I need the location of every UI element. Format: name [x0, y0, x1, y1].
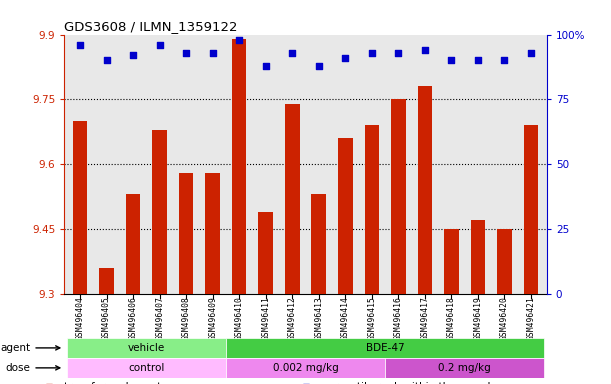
- Point: [181, 50, 191, 56]
- Point: [420, 47, 430, 53]
- Text: GSM496411: GSM496411: [262, 296, 270, 340]
- Text: GSM496416: GSM496416: [394, 296, 403, 340]
- Bar: [524, 125, 538, 294]
- Point: [234, 37, 244, 43]
- Bar: [232, 39, 246, 294]
- Text: GSM496408: GSM496408: [181, 296, 191, 340]
- Bar: [67, 338, 226, 358]
- Text: dose: dose: [5, 363, 60, 373]
- Text: GSM496415: GSM496415: [367, 296, 376, 340]
- Text: 0.002 mg/kg: 0.002 mg/kg: [273, 363, 338, 373]
- Text: control: control: [128, 363, 164, 373]
- Bar: [226, 338, 544, 358]
- Bar: [444, 229, 459, 294]
- Point: [500, 58, 510, 64]
- Text: GSM496410: GSM496410: [235, 296, 244, 340]
- Text: GSM496417: GSM496417: [420, 296, 430, 340]
- Point: [314, 63, 324, 69]
- Text: GSM496419: GSM496419: [474, 296, 483, 340]
- Point: [75, 42, 85, 48]
- Point: [261, 63, 271, 69]
- Point: [473, 58, 483, 64]
- Bar: [258, 212, 273, 294]
- Bar: [205, 173, 220, 294]
- Text: agent: agent: [0, 343, 60, 353]
- Bar: [391, 99, 406, 294]
- Bar: [67, 358, 226, 378]
- Point: [208, 50, 218, 56]
- Point: [393, 50, 403, 56]
- Text: GSM496407: GSM496407: [155, 296, 164, 340]
- Bar: [385, 358, 544, 378]
- Bar: [152, 130, 167, 294]
- Bar: [417, 86, 432, 294]
- Bar: [365, 125, 379, 294]
- Text: GSM496406: GSM496406: [128, 296, 137, 340]
- Text: GDS3608 / ILMN_1359122: GDS3608 / ILMN_1359122: [64, 20, 238, 33]
- Text: transformed count: transformed count: [64, 382, 161, 384]
- Bar: [73, 121, 87, 294]
- Text: GSM496412: GSM496412: [288, 296, 297, 340]
- Point: [447, 58, 456, 64]
- Point: [155, 42, 164, 48]
- Text: GSM496404: GSM496404: [76, 296, 84, 340]
- Point: [340, 55, 350, 61]
- Text: vehicle: vehicle: [128, 343, 165, 353]
- Bar: [285, 104, 299, 294]
- Bar: [100, 268, 114, 294]
- Point: [101, 58, 111, 64]
- Text: GSM496405: GSM496405: [102, 296, 111, 340]
- Bar: [497, 229, 511, 294]
- Bar: [179, 173, 194, 294]
- Bar: [226, 358, 385, 378]
- Point: [367, 50, 377, 56]
- Text: 0.2 mg/kg: 0.2 mg/kg: [438, 363, 491, 373]
- Text: percentile rank within the sample: percentile rank within the sample: [321, 382, 497, 384]
- Point: [287, 50, 297, 56]
- Bar: [470, 220, 485, 294]
- Bar: [338, 138, 353, 294]
- Bar: [312, 194, 326, 294]
- Text: GSM496409: GSM496409: [208, 296, 217, 340]
- Text: GSM496420: GSM496420: [500, 296, 509, 340]
- Bar: [126, 194, 141, 294]
- Text: GSM496421: GSM496421: [527, 296, 535, 340]
- Text: GSM496418: GSM496418: [447, 296, 456, 340]
- Point: [128, 52, 138, 58]
- Point: [526, 50, 536, 56]
- Text: BDE-47: BDE-47: [366, 343, 404, 353]
- Text: GSM496414: GSM496414: [341, 296, 349, 340]
- Text: GSM496413: GSM496413: [314, 296, 323, 340]
